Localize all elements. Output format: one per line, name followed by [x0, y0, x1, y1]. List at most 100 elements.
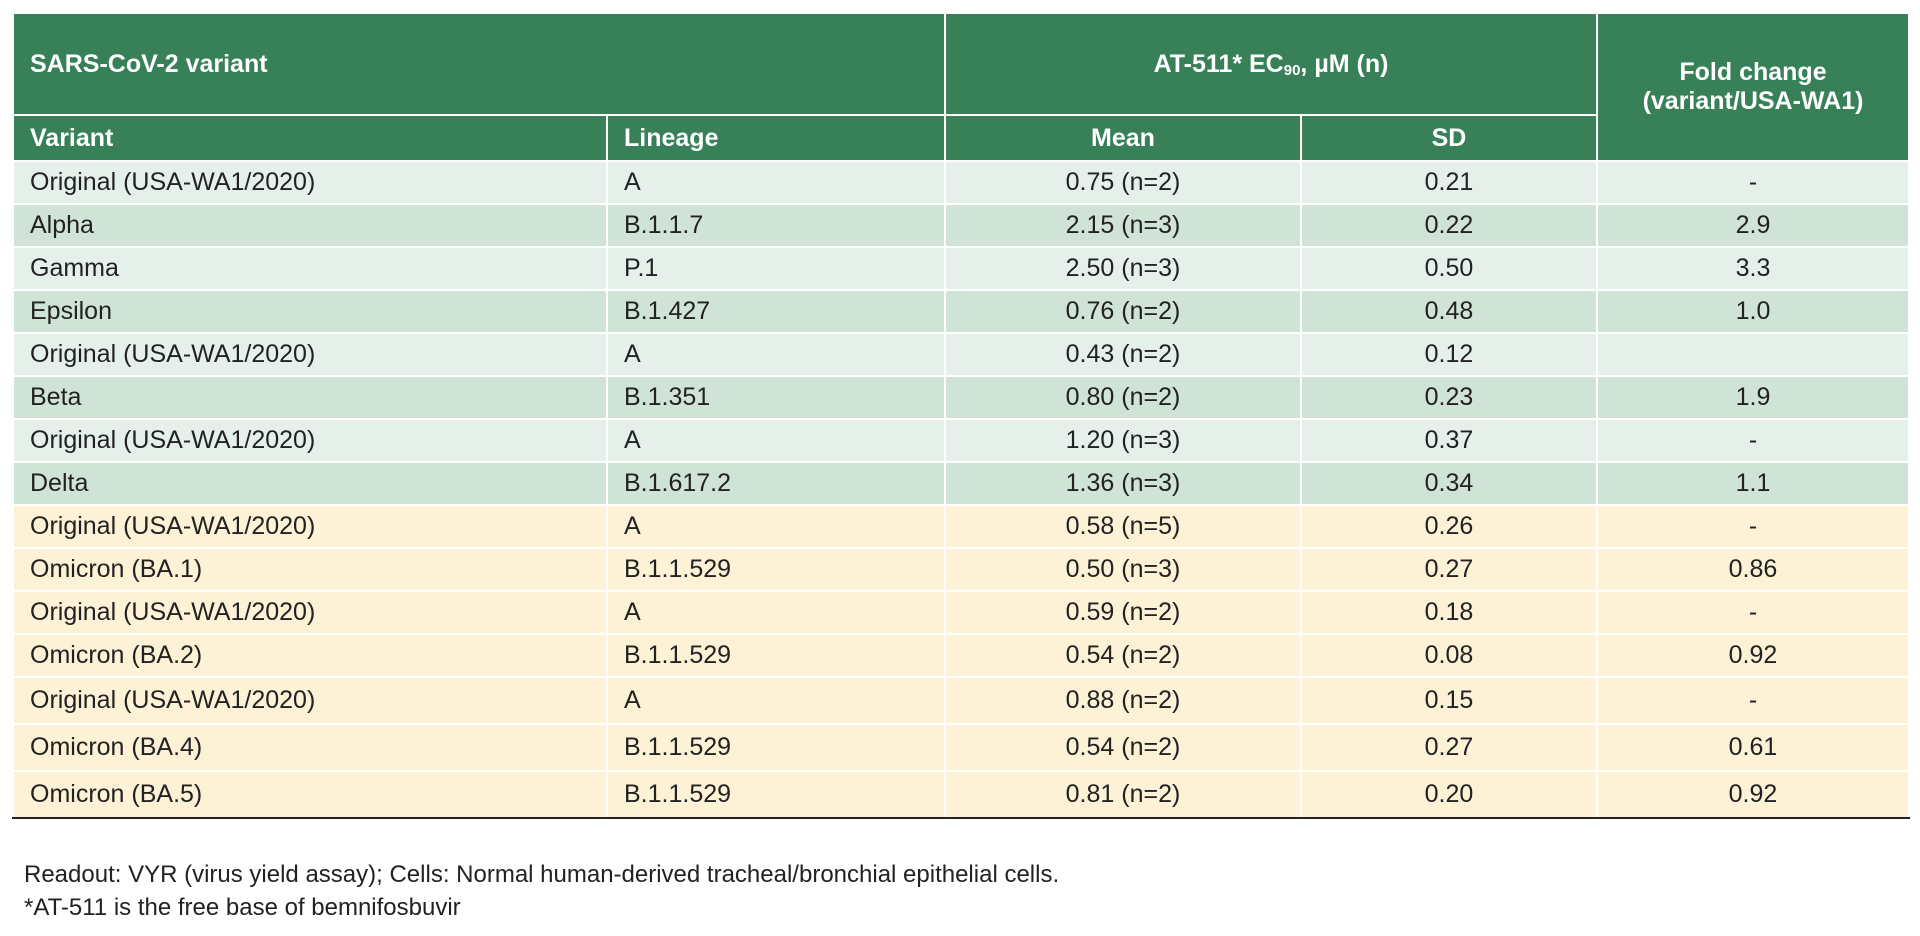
cell-variant: Omicron (BA.2) — [12, 634, 608, 678]
table-row: Omicron (BA.2) B.1.1.529 0.54 (n=2) 0.08… — [12, 634, 1910, 678]
footnote-readout: Readout: VYR (virus yield assay); Cells:… — [24, 861, 1060, 888]
cell-fold-change: - — [1596, 161, 1910, 205]
cell-fold-change: 0.92 — [1596, 634, 1910, 678]
cell-variant: Omicron (BA.1) — [12, 548, 608, 592]
cell-variant: Gamma — [12, 247, 608, 291]
cell-sd: 0.26 — [1300, 504, 1598, 549]
cell-variant: Original (USA-WA1/2020) — [12, 504, 608, 549]
cell-variant: Original (USA-WA1/2020) — [12, 418, 608, 463]
cell-fold-change: 3.3 — [1596, 247, 1910, 291]
cell-lineage: B.1.1.529 — [606, 634, 946, 678]
table-row: Omicron (BA.4) B.1.1.529 0.54 (n=2) 0.27… — [12, 724, 1910, 772]
cell-mean: 0.58 (n=5) — [944, 504, 1302, 549]
table-row: Beta B.1.351 0.80 (n=2) 0.23 1.9 — [12, 376, 1910, 420]
footnotes: Readout: VYR (virus yield assay); Cells:… — [24, 858, 1059, 924]
cell-mean: 0.80 (n=2) — [944, 376, 1302, 420]
cell-fold-change — [1596, 332, 1910, 377]
cell-lineage: A — [606, 504, 946, 549]
cell-variant: Original (USA-WA1/2020) — [12, 161, 608, 205]
table-row: Original (USA-WA1/2020) A 0.58 (n=5) 0.2… — [12, 504, 1910, 549]
cell-mean: 2.50 (n=3) — [944, 247, 1302, 291]
cell-fold-change: 1.0 — [1596, 290, 1910, 334]
cell-mean: 0.81 (n=2) — [944, 771, 1302, 819]
header-sd: SD — [1300, 114, 1598, 162]
table-row: Original (USA-WA1/2020) A 0.59 (n=2) 0.1… — [12, 590, 1910, 635]
table-row: Delta B.1.617.2 1.36 (n=3) 0.34 1.1 — [12, 462, 1910, 506]
table-row: Omicron (BA.1) B.1.1.529 0.50 (n=3) 0.27… — [12, 548, 1910, 592]
table-row: Gamma P.1 2.50 (n=3) 0.50 3.3 — [12, 247, 1910, 291]
cell-sd: 0.18 — [1300, 590, 1598, 635]
header-fold-change: Fold change (variant/USA-WA1) — [1596, 12, 1910, 162]
cell-lineage: B.1.1.529 — [606, 724, 946, 772]
cell-lineage: B.1.1.529 — [606, 771, 946, 819]
cell-lineage: A — [606, 161, 946, 205]
cell-variant: Original (USA-WA1/2020) — [12, 590, 608, 635]
cell-sd: 0.27 — [1300, 548, 1598, 592]
cell-lineage: A — [606, 676, 946, 725]
cell-lineage: B.1.427 — [606, 290, 946, 334]
table-row: Epsilon B.1.427 0.76 (n=2) 0.48 1.0 — [12, 290, 1910, 334]
data-table-container: SARS-CoV-2 variant AT-511* EC90, µM (n) … — [12, 12, 1910, 819]
header-sars-cov-2-variant: SARS-CoV-2 variant — [12, 12, 946, 116]
header-ec90-suffix: , µM (n) — [1300, 49, 1389, 78]
cell-variant: Original (USA-WA1/2020) — [12, 332, 608, 377]
cell-mean: 1.20 (n=3) — [944, 418, 1302, 463]
cell-sd: 0.20 — [1300, 771, 1598, 819]
cell-lineage: B.1.1.7 — [606, 204, 946, 248]
cell-fold-change: 0.86 — [1596, 548, 1910, 592]
variant-ec90-table: SARS-CoV-2 variant AT-511* EC90, µM (n) … — [12, 12, 1910, 819]
cell-sd: 0.22 — [1300, 204, 1598, 248]
cell-mean: 0.75 (n=2) — [944, 161, 1302, 205]
header-ec90-subscript: 90 — [1283, 61, 1301, 79]
cell-fold-change: 1.1 — [1596, 462, 1910, 506]
cell-variant: Omicron (BA.5) — [12, 771, 608, 819]
table-row: Omicron (BA.5) B.1.1.529 0.81 (n=2) 0.20… — [12, 771, 1910, 819]
cell-fold-change: - — [1596, 590, 1910, 635]
cell-lineage: A — [606, 332, 946, 377]
table-row: Original (USA-WA1/2020) A 0.75 (n=2) 0.2… — [12, 161, 1910, 205]
cell-sd: 0.27 — [1300, 724, 1598, 772]
header-mean: Mean — [944, 114, 1302, 162]
cell-variant: Omicron (BA.4) — [12, 724, 608, 772]
cell-mean: 0.54 (n=2) — [944, 634, 1302, 678]
cell-mean: 0.88 (n=2) — [944, 676, 1302, 725]
cell-fold-change: 2.9 — [1596, 204, 1910, 248]
footnote-at511: *AT-511 is the free base of bemnifosbuvi… — [24, 894, 461, 921]
header-fold-change-line1: Fold change — [1679, 58, 1827, 86]
header-at511-ec90: AT-511* EC90, µM (n) — [944, 12, 1598, 116]
cell-fold-change: - — [1596, 504, 1910, 549]
header-lineage: Lineage — [606, 114, 946, 162]
cell-sd: 0.37 — [1300, 418, 1598, 463]
cell-lineage: A — [606, 590, 946, 635]
header-variant: Variant — [12, 114, 608, 162]
cell-sd: 0.50 — [1300, 247, 1598, 291]
cell-variant: Epsilon — [12, 290, 608, 334]
cell-sd: 0.21 — [1300, 161, 1598, 205]
header-fold-change-line2: (variant/USA-WA1) — [1642, 87, 1864, 115]
cell-variant: Beta — [12, 376, 608, 420]
cell-lineage: B.1.617.2 — [606, 462, 946, 506]
cell-sd: 0.34 — [1300, 462, 1598, 506]
cell-sd: 0.23 — [1300, 376, 1598, 420]
cell-sd: 0.48 — [1300, 290, 1598, 334]
cell-sd: 0.15 — [1300, 676, 1598, 725]
cell-variant: Alpha — [12, 204, 608, 248]
table-row: Original (USA-WA1/2020) A 1.20 (n=3) 0.3… — [12, 418, 1910, 463]
table-row: Original (USA-WA1/2020) A 0.43 (n=2) 0.1… — [12, 332, 1910, 377]
cell-mean: 0.50 (n=3) — [944, 548, 1302, 592]
cell-mean: 0.59 (n=2) — [944, 590, 1302, 635]
cell-fold-change: 1.9 — [1596, 376, 1910, 420]
cell-fold-change: 0.92 — [1596, 771, 1910, 819]
cell-mean: 2.15 (n=3) — [944, 204, 1302, 248]
cell-lineage: A — [606, 418, 946, 463]
header-ec90-prefix: AT-511* EC — [1153, 49, 1284, 78]
cell-variant: Original (USA-WA1/2020) — [12, 676, 608, 725]
cell-lineage: B.1.351 — [606, 376, 946, 420]
cell-fold-change: - — [1596, 418, 1910, 463]
table-row: Original (USA-WA1/2020) A 0.88 (n=2) 0.1… — [12, 676, 1910, 725]
cell-sd: 0.08 — [1300, 634, 1598, 678]
table-row: Alpha B.1.1.7 2.15 (n=3) 0.22 2.9 — [12, 204, 1910, 248]
cell-variant: Delta — [12, 462, 608, 506]
cell-mean: 0.43 (n=2) — [944, 332, 1302, 377]
cell-mean: 0.54 (n=2) — [944, 724, 1302, 772]
